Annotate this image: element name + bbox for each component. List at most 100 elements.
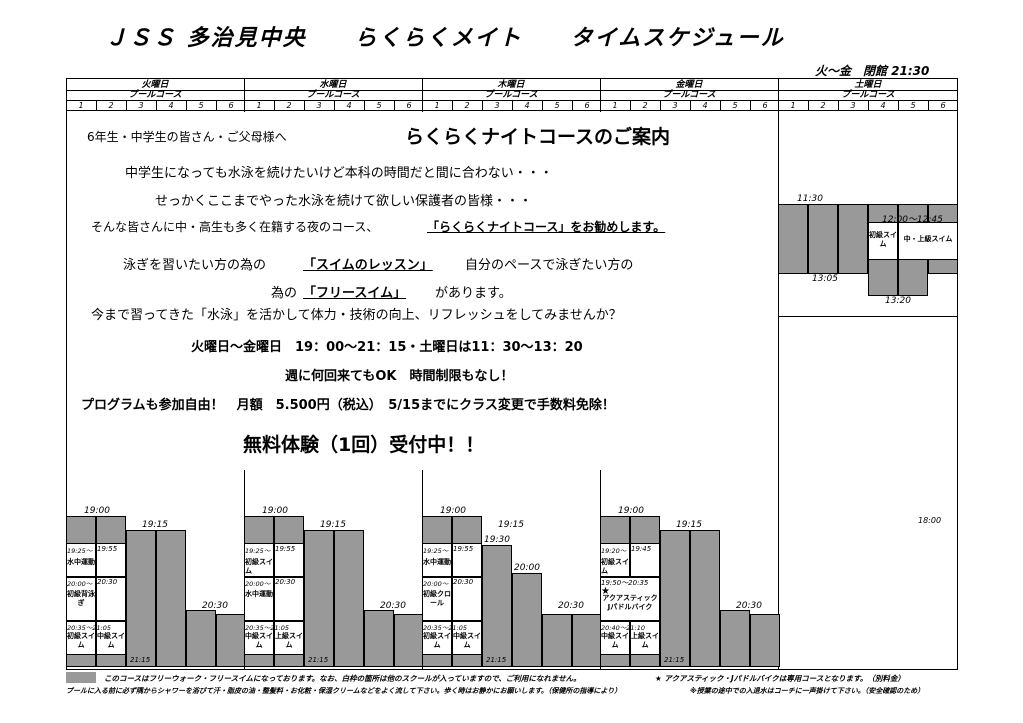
time-label: 19:00	[440, 506, 466, 516]
lane-divider	[482, 100, 483, 110]
time-label: 12:00～12:45	[882, 215, 943, 225]
lane-number: 2	[642, 101, 648, 110]
time-label: 20:00～	[67, 580, 93, 588]
free-swim-block	[216, 614, 246, 667]
time-label: 19:45	[631, 545, 652, 553]
notice-line-2: 中学生になっても水泳を続けたいけど本科の時間だと間に合わない・・・	[125, 166, 553, 181]
lane-number: 1	[256, 101, 262, 110]
time-label: 19:00	[618, 506, 644, 516]
pool-course-label: プールコース	[128, 90, 182, 100]
lane-divider	[334, 100, 335, 110]
free-swim-block	[334, 530, 364, 667]
lesson-block-3b: 中級スイム	[96, 621, 126, 655]
lane-number: 2	[108, 101, 114, 110]
time-label: 20:00	[514, 563, 540, 573]
notice-line-6b: 「フリースイム」	[303, 286, 407, 301]
lesson-block-1b	[274, 543, 304, 577]
lesson-block-1b	[630, 543, 660, 577]
lane-number: 4	[346, 101, 352, 110]
lesson-block-2: 初級クロール	[422, 577, 452, 621]
free-swim-block	[778, 204, 808, 274]
lane-divider	[96, 100, 97, 110]
time-label: 21:15	[130, 656, 151, 664]
lane-number: 6	[940, 101, 946, 110]
time-label: 21:15	[308, 656, 329, 664]
free-swim-block	[690, 530, 720, 667]
time-label: 20:30	[202, 601, 228, 611]
time-label: 19:55	[275, 545, 296, 553]
time-label: 19:15	[498, 520, 524, 530]
notice-free-trial: 無料体験（1回）受付中！！	[243, 434, 485, 456]
time-label: 19:15	[142, 520, 168, 530]
lane-number: 4	[524, 101, 530, 110]
free-swim-block	[364, 610, 394, 667]
lane-number: 5	[198, 101, 204, 110]
time-label: 19:55	[453, 545, 474, 553]
day-header-tue: 火曜日	[141, 80, 169, 90]
lane-number: 2	[286, 101, 292, 110]
lane-number: 4	[702, 101, 708, 110]
day-header-wed: 水曜日	[319, 80, 347, 90]
notice-line-10: プログラムも参加自由！ 月額 5.500円（税込） 5/15までにクラス変更で手…	[81, 398, 615, 413]
lesson-block-1: 初級スイム	[600, 543, 630, 577]
day-header-sat: 土曜日	[854, 80, 882, 90]
pool-course-label: プールコース	[662, 90, 716, 100]
star-note: ★ アクアスティック・Jパドルバイクは専用コースとなります。（別料金）	[655, 674, 905, 683]
lesson-block-3b: 上級スイム	[630, 621, 660, 655]
time-label: 20:30	[558, 601, 584, 611]
lane-divider	[660, 100, 661, 110]
lane-divider	[126, 100, 127, 110]
notice-line-4b: 「らくらくナイトコース」をお勧めします。	[427, 220, 666, 234]
page-title: ＪＳＳ 多治見中央 らくらくメイト タイムスケジュール	[105, 26, 785, 51]
sat-lesson-mid-upper: 中・上級スイム	[898, 222, 958, 260]
lesson-block-2b	[96, 577, 126, 621]
lesson-block-1: 水中運動	[66, 543, 96, 577]
time-label: 20:35～21:05	[423, 624, 467, 632]
lane-number: 2	[464, 101, 470, 110]
lane-number: 3	[316, 101, 322, 110]
lane-number: 5	[732, 101, 738, 110]
lane-number: 2	[820, 101, 826, 110]
legend-swatch	[66, 672, 96, 683]
time-label: 20:30	[736, 601, 762, 611]
lane-divider	[720, 100, 721, 110]
lane-number: 3	[138, 101, 144, 110]
lane-divider	[394, 100, 395, 110]
time-label: 20:30	[380, 601, 406, 611]
lesson-block-3a: 初級スイム	[66, 621, 96, 655]
lesson-block-3b: 上級スイム	[274, 621, 304, 655]
lane-divider	[572, 100, 573, 110]
free-swim-block	[572, 614, 602, 667]
day-header-fri: 金曜日	[675, 80, 703, 90]
free-swim-block	[394, 614, 424, 667]
free-swim-block	[838, 204, 868, 274]
pool-rules-2: ※授業の途中での入退水はコーチに一声掛けて下さい。（安全確認のため）	[690, 687, 925, 695]
time-label: 20:40～21:10	[601, 624, 645, 632]
lane-divider	[928, 100, 929, 110]
legend-text: このコースはフリーウォーク・フリースイムになっております。なお、白枠の箇所は他の…	[104, 674, 581, 683]
lane-divider	[186, 100, 187, 110]
lane-number: 5	[910, 101, 916, 110]
free-swim-block	[720, 610, 750, 667]
day-divider	[778, 78, 779, 670]
free-swim-block	[808, 204, 838, 274]
free-swim-block	[186, 610, 216, 667]
notice-line-9: 週に何回来てもOK 時間制限もなし！	[285, 369, 514, 384]
notice-line-6a: 為の	[271, 286, 298, 301]
free-swim-block	[482, 545, 512, 667]
notice-line-5a: 泳ぎを習いたい方の為の	[123, 258, 267, 273]
lesson-block-3a: 初級スイム	[422, 621, 452, 655]
lane-number: 5	[554, 101, 560, 110]
lane-divider	[898, 100, 899, 110]
time-label: 19:25～	[423, 547, 449, 555]
lesson-block-2b	[274, 577, 304, 621]
lane-number: 1	[434, 101, 440, 110]
notice-line-5b: 「スイムのレッスン」	[303, 258, 433, 273]
lesson-block-2b	[452, 577, 482, 621]
lane-divider	[542, 100, 543, 110]
lane-number: 6	[584, 101, 590, 110]
free-swim-block	[660, 530, 690, 667]
pool-course-label: プールコース	[841, 90, 895, 100]
time-label: 20:35～21:05	[67, 624, 111, 632]
pool-course-label: プールコース	[306, 90, 360, 100]
